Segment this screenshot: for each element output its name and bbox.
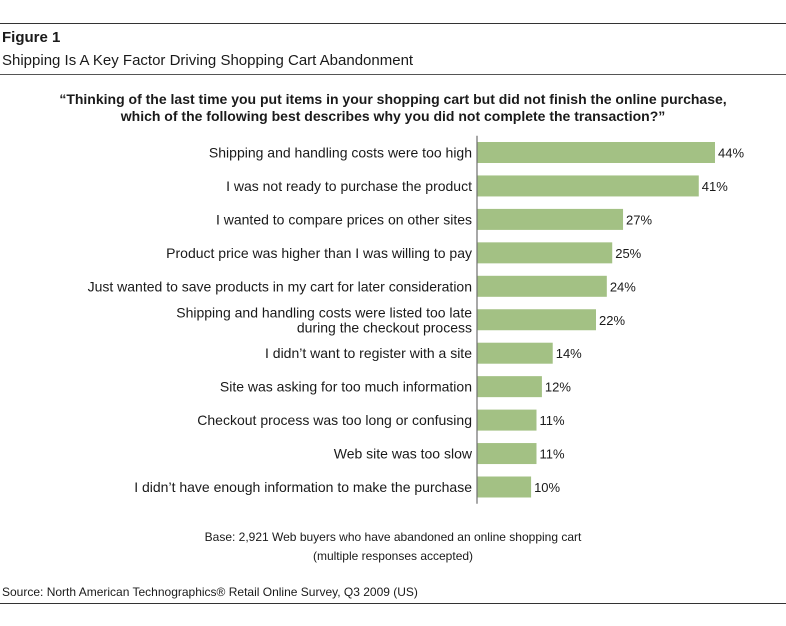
category-label: I was not ready to purchase the product [226,178,472,194]
category-label: Just wanted to save products in my cart … [88,278,472,294]
bar [477,443,537,465]
bar [477,208,624,230]
value-label: 44% [718,146,744,161]
category-label-line: Site was asking for too much information [220,379,472,395]
category-label: I didn’t have enough information to make… [134,479,472,495]
category-label-line: I didn’t have enough information to make… [134,479,472,495]
bar [477,175,699,197]
bar-chart: Shipping and handling costs were too hig… [88,135,744,504]
category-label: Product price was higher than I was will… [166,245,472,261]
source-note: Source: North American Technographics® R… [2,585,418,599]
category-label-line: Shipping and handling costs were listed … [176,304,472,320]
base-note: Base: 2,921 Web buyers who have abandone… [204,530,582,544]
value-label: 10% [534,480,560,495]
category-labels-layer: Shipping and handling costs were too hig… [88,145,473,496]
category-label: Shipping and handling costs were listed … [176,304,472,335]
title-rule [0,74,786,75]
category-label: Checkout process was too long or confusi… [197,412,472,428]
category-label-line: during the checkout process [297,319,472,335]
category-label-line: Product price was higher than I was will… [166,245,472,261]
bar [477,409,537,431]
question-line-2: which of the following best describes wh… [120,108,666,124]
value-label: 27% [626,212,652,227]
survey-question: “Thinking of the last time you put items… [40,91,746,125]
value-label: 14% [556,346,582,361]
figure-title: Shipping Is A Key Factor Driving Shoppin… [2,52,414,69]
category-label-line: Checkout process was too long or confusi… [197,412,472,428]
bar [477,275,607,297]
category-label-line: Shipping and handling costs were too hig… [209,145,472,161]
category-label: I wanted to compare prices on other site… [216,211,472,227]
value-label: 12% [545,380,571,395]
top-rule [0,23,786,24]
value-label: 11% [540,413,565,428]
value-label: 24% [610,279,636,294]
bar [477,242,613,264]
bottom-rule [0,603,786,604]
figure-label: Figure 1 [2,29,61,46]
category-label: Site was asking for too much information [220,379,472,395]
category-label: Web site was too slow [334,446,473,462]
bar [477,376,542,398]
base-note-qualifier: (multiple responses accepted) [312,549,474,563]
value-label: 11% [540,447,565,462]
category-label-line: Web site was too slow [334,446,473,462]
category-label-line: I wanted to compare prices on other site… [216,211,472,227]
bar [477,142,715,163]
question-line-1: “Thinking of the last time you put items… [59,91,727,107]
category-label-line: I didn’t want to register with a site [265,345,472,361]
category-label-line: I was not ready to purchase the product [226,178,472,194]
category-label: I didn’t want to register with a site [265,345,472,361]
value-labels-layer: 44% 41% 27% 25% 24% 22% 14% 12% 11% 11% 10% [534,146,744,496]
value-label: 41% [702,179,728,194]
value-label: 22% [599,313,625,328]
bar [477,476,532,498]
bars-layer [477,142,715,498]
category-label: Shipping and handling costs were too hig… [209,145,472,161]
category-label-line: Just wanted to save products in my cart … [88,278,472,294]
bar [477,309,596,331]
bar [477,342,553,364]
value-label: 25% [615,246,641,261]
